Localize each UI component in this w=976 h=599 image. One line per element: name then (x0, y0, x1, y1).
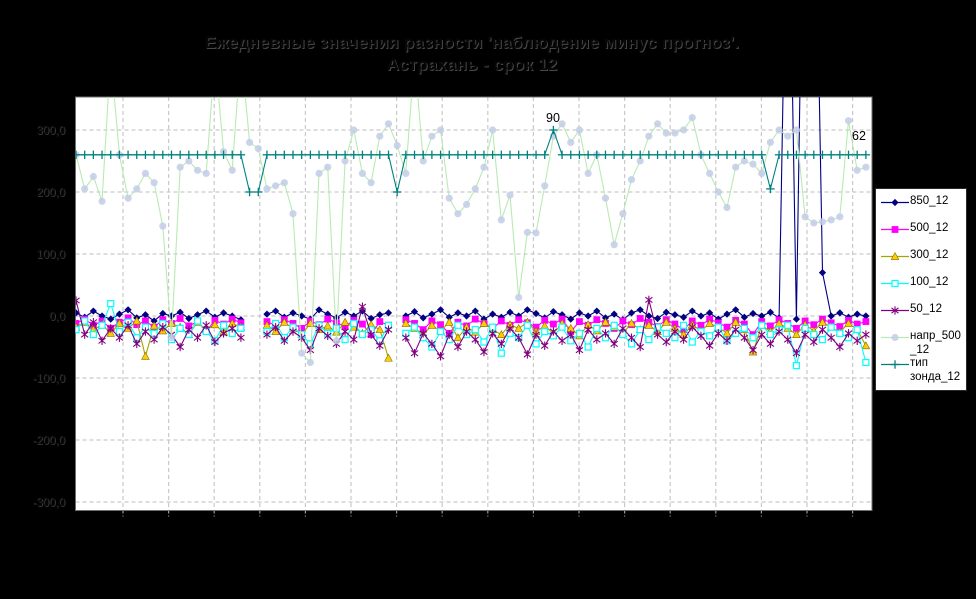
legend-marker-sample (881, 333, 909, 342)
legend-item-label: зонда_12 (910, 370, 961, 383)
legend-marker-sample (881, 360, 909, 369)
legend-item: напр_500 _12 (880, 330, 964, 357)
legend-marker-sample (881, 198, 909, 207)
series-group: 90 62 (75, 97, 871, 370)
legend-marker-sample (881, 306, 909, 315)
legend-item-label: 850_12 (910, 195, 949, 207)
chart-title-line2: Астрахань - срок 12 (386, 55, 558, 74)
legend-marker-sample (881, 251, 909, 260)
y-axis-tick-label: 200,0 (36, 187, 65, 199)
legend-item: 850_12 (880, 195, 964, 222)
legend-item: 100_12 (880, 276, 964, 303)
legend-item: 300_12 (880, 249, 964, 276)
legend-item-label: напр_500 (910, 330, 961, 342)
chart-legend: 850_12 500_12 300_12 100_12 50_12 напр_500 _12… (875, 188, 967, 391)
y-axis-tick-label: -300,0 (32, 497, 65, 509)
y-axis-tick-label: 0,0 (49, 311, 65, 323)
legend-item: тип зонда_12 (880, 357, 964, 384)
chart-title-line1: Ежедневные значения разности 'наблюдение… (204, 33, 740, 52)
legend-marker-sample (881, 226, 909, 233)
legend-item-label: 300_12 (910, 249, 949, 261)
legend-marker-sample (881, 279, 909, 288)
data-label: 62 (852, 129, 866, 143)
y-axis-tick-label: 300,0 (36, 125, 65, 137)
data-label: 90 (546, 111, 560, 125)
legend-item-label: 500_12 (910, 222, 949, 234)
legend-item: 50_12 (880, 303, 964, 330)
y-axis-tick-label: 100,0 (36, 249, 65, 261)
legend-item: 500_12 (880, 222, 964, 249)
legend-item-label: _12 (910, 343, 930, 356)
legend-item-label: 50_12 (910, 303, 942, 315)
y-axis-tick-label: -200,0 (32, 435, 65, 447)
legend-item-label: 100_12 (910, 276, 949, 288)
y-axis-tick-label: -100,0 (32, 373, 65, 385)
legend-item-label: тип (910, 357, 928, 369)
